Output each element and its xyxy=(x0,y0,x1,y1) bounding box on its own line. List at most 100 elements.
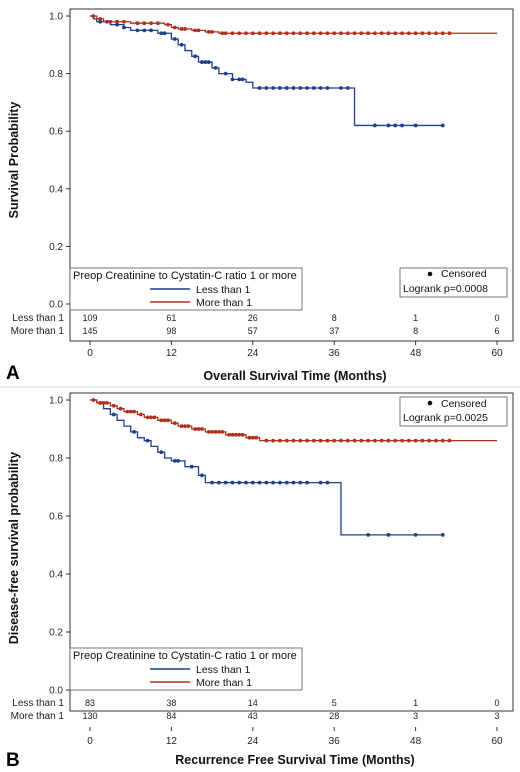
censor-point xyxy=(257,480,262,485)
censor-point xyxy=(98,16,103,21)
censor-point xyxy=(115,19,120,24)
censor-point xyxy=(440,31,445,36)
censor-point xyxy=(325,480,330,485)
risk-count: 130 xyxy=(82,711,97,721)
x-tick-label: 36 xyxy=(329,348,341,359)
censor-point xyxy=(132,409,136,414)
panel-b-legend-more: More than 1 xyxy=(196,677,252,689)
censor-point xyxy=(250,31,255,36)
censor-point xyxy=(278,86,282,90)
x-tick-label: 0 xyxy=(87,348,93,359)
censor-point xyxy=(105,401,109,405)
censor-point xyxy=(291,86,296,90)
censor-point xyxy=(193,427,198,431)
censor-point xyxy=(305,480,309,485)
censor-point xyxy=(227,432,231,437)
panel-a-logrank: Logrank p=0.0008 xyxy=(403,283,488,295)
panel-a-x-axis-label: Overall Survival Time (Months) xyxy=(203,369,386,383)
censor-point xyxy=(291,438,296,443)
censor-point xyxy=(386,123,391,128)
censor-point xyxy=(400,438,404,443)
censor-point xyxy=(257,31,262,36)
panel-a-legend-title: Preop Creatinine to Cystatin-C ratio 1 o… xyxy=(73,270,297,282)
censor-point xyxy=(149,415,153,420)
censor-point xyxy=(98,401,103,405)
panel-b-y-ticks: 0.0 0.2 0.4 0.6 0.8 1.0 xyxy=(49,396,70,697)
panel-b-logrank: Logrank p=0.0025 xyxy=(403,412,488,424)
censor-point xyxy=(318,86,323,90)
risk-count: 57 xyxy=(248,326,258,336)
censor-point xyxy=(179,27,184,31)
censor-point xyxy=(149,28,153,33)
censor-point xyxy=(264,86,269,90)
censor-point xyxy=(406,31,411,36)
y-tick-label: 0.0 xyxy=(49,686,63,697)
censor-point xyxy=(240,432,245,437)
risk-count: 1 xyxy=(413,698,418,708)
panel-b-curves xyxy=(90,398,497,537)
censor-point xyxy=(413,123,418,128)
censor-point xyxy=(440,438,445,443)
censor-point xyxy=(278,438,282,443)
censor-point xyxy=(278,480,282,485)
censor-point xyxy=(305,86,309,90)
censor-point xyxy=(393,123,398,128)
censor-point xyxy=(366,438,371,443)
x-tick-label: 12 xyxy=(166,348,178,359)
censor-point xyxy=(434,31,438,36)
censor-point xyxy=(220,430,225,434)
censor-point xyxy=(427,438,432,443)
risk-row-label: More than 1 xyxy=(11,711,65,722)
censor-point xyxy=(172,421,177,426)
panel-a-legend-less: Less than 1 xyxy=(196,284,250,296)
censor-point xyxy=(447,31,452,36)
risk-count: 37 xyxy=(329,326,339,336)
censor-point xyxy=(254,435,259,440)
censor-point xyxy=(305,438,309,443)
panel-b-risk-table: Less than 1 83 38 14 5 1 0 More than 1 130 84 43 28… xyxy=(11,698,500,722)
censor-point xyxy=(91,14,96,18)
censor-point xyxy=(166,22,170,27)
censor-point xyxy=(125,409,130,414)
censor-point xyxy=(284,438,289,443)
censor-point xyxy=(386,31,391,36)
y-tick-label: 0.4 xyxy=(49,570,63,581)
censor-point xyxy=(196,427,201,431)
censor-point xyxy=(189,464,194,469)
censor-point xyxy=(447,438,452,443)
censor-point xyxy=(196,28,201,33)
censor-point xyxy=(122,19,126,24)
censor-point xyxy=(291,31,296,36)
censor-point xyxy=(230,480,235,485)
censor-point xyxy=(440,123,445,128)
censor-point xyxy=(172,37,177,41)
censor-point xyxy=(284,31,289,36)
censor-point xyxy=(91,398,96,402)
panel-a-curves xyxy=(90,14,497,128)
censor-point xyxy=(213,65,218,70)
censor-point xyxy=(223,71,228,76)
panel-b-x-ticks: 0 12 24 36 48 60 xyxy=(87,727,503,747)
censor-point xyxy=(298,438,303,443)
censor-point xyxy=(220,31,225,36)
censor-point xyxy=(420,31,425,36)
censor-point xyxy=(108,19,113,24)
censor-point xyxy=(373,123,377,128)
panel-b-legend-title: Preop Creatinine to Cystatin-C ratio 1 o… xyxy=(73,650,297,662)
censor-point xyxy=(210,29,215,34)
censor-point xyxy=(210,480,215,485)
censor-point xyxy=(203,60,208,64)
censor-point xyxy=(210,430,215,434)
censor-point xyxy=(250,435,255,440)
x-tick-label: 12 xyxy=(166,736,178,747)
risk-count: 145 xyxy=(82,326,97,336)
censor-point xyxy=(149,21,153,26)
censor-point xyxy=(244,480,248,485)
x-tick-label: 36 xyxy=(329,736,341,747)
censor-point xyxy=(345,86,350,90)
risk-count: 3 xyxy=(494,711,499,721)
censor-point xyxy=(230,432,235,437)
panel-b-y-axis-label: Disease-free survival probability xyxy=(7,452,21,644)
censor-point xyxy=(373,438,377,443)
censor-point xyxy=(159,450,164,455)
